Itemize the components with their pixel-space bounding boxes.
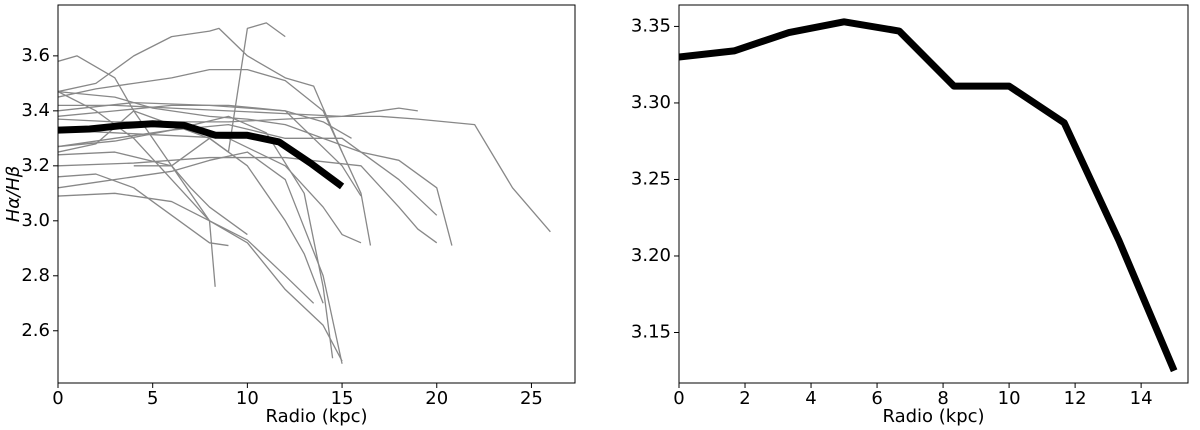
data-line xyxy=(58,120,345,190)
x-tick-label: 2 xyxy=(739,388,750,409)
y-tick-label: 3.0 xyxy=(21,210,50,231)
data-line xyxy=(58,91,343,362)
x-tick-label: 10 xyxy=(236,388,259,409)
data-line xyxy=(58,104,352,139)
x-tick-label: 6 xyxy=(871,388,882,409)
axes-frame xyxy=(678,4,1189,384)
data-line xyxy=(58,129,362,244)
x-tick-label: 14 xyxy=(1130,388,1153,409)
x-tick-label: 0 xyxy=(52,388,63,409)
data-line xyxy=(58,151,216,287)
y-tick-label: 3.15 xyxy=(631,321,671,342)
data-line xyxy=(58,156,438,244)
x-tick-label: 8 xyxy=(937,388,948,409)
y-tick-label: 3.6 xyxy=(21,45,50,66)
x-tick-label: 5 xyxy=(147,388,158,409)
data-line xyxy=(58,101,362,197)
y-tick-label: 3.20 xyxy=(631,245,671,266)
x-axis-label: Radio (kpc) xyxy=(882,406,984,427)
y-tick-label: 2.6 xyxy=(21,320,50,341)
data-line xyxy=(58,90,453,246)
x-tick-label: 0 xyxy=(673,388,684,409)
data-line xyxy=(58,123,438,216)
y-tick-label: 3.4 xyxy=(21,100,50,121)
x-tick-label: 12 xyxy=(1064,388,1087,409)
x-tick-label: 20 xyxy=(425,388,448,409)
data-line xyxy=(58,115,334,359)
data-line xyxy=(58,192,315,304)
x-axis-label: Radio (kpc) xyxy=(265,406,367,427)
y-tick-label: 3.35 xyxy=(631,15,671,36)
y-tick-label: 3.2 xyxy=(21,155,50,176)
data-line xyxy=(58,110,324,304)
y-axis-label: Hα/Hβ xyxy=(3,166,24,223)
data-line xyxy=(58,27,343,153)
x-tick-label: 4 xyxy=(805,388,816,409)
axes-frame xyxy=(57,4,576,384)
x-tick-label: 25 xyxy=(520,388,543,409)
data-line xyxy=(58,173,229,247)
data-line xyxy=(58,151,343,364)
y-tick-label: 3.30 xyxy=(631,92,671,113)
y-tick-label: 3.25 xyxy=(631,168,671,189)
data-line xyxy=(58,55,248,236)
y-tick-label: 2.8 xyxy=(21,265,50,286)
x-tick-label: 10 xyxy=(998,388,1021,409)
data-line xyxy=(679,18,1178,373)
x-tick-label: 15 xyxy=(331,388,354,409)
data-line xyxy=(58,68,372,246)
